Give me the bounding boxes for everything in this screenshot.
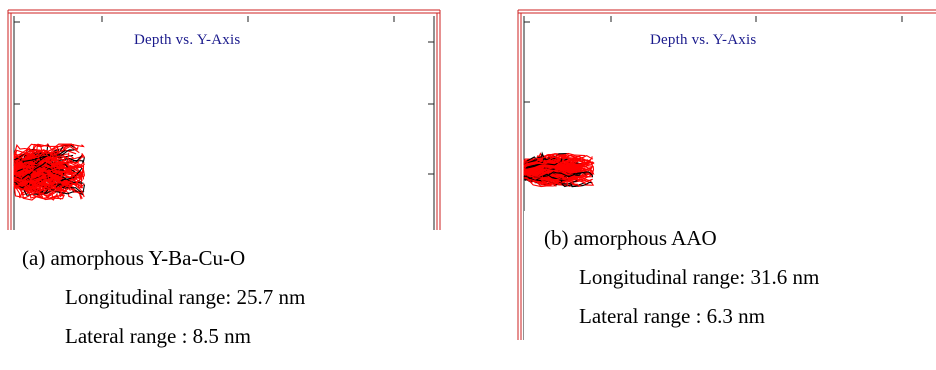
longitudinal-range-b: Longitudinal range: 31.6 nm <box>579 265 820 289</box>
ion-track <box>13 149 63 175</box>
ion-track <box>13 184 62 201</box>
ion-track <box>13 179 81 197</box>
ion-track <box>13 173 84 190</box>
ion-track <box>13 164 80 187</box>
ion-track <box>13 184 44 199</box>
ion-track <box>13 161 52 180</box>
ion-track <box>13 153 51 162</box>
ion-track <box>13 182 70 194</box>
panel-a: Depth vs. Y-Axis (a) amorphous Y-Ba-Cu-O… <box>0 0 441 370</box>
plot-area-b <box>517 9 936 343</box>
ion-track <box>523 163 567 171</box>
ion-track <box>523 173 589 185</box>
caption-b: (b) amorphous AAO Longitudinal range: 31… <box>524 211 936 361</box>
ion-track <box>13 149 58 164</box>
ion-track <box>13 155 80 174</box>
caption-label-a: (a) amorphous Y-Ba-Cu-O <box>22 246 246 270</box>
ion-track <box>13 161 36 169</box>
ion-cluster <box>13 143 86 201</box>
caption-a: (a) amorphous Y-Ba-Cu-O Longitudinal ran… <box>10 233 438 370</box>
ion-track <box>13 150 56 179</box>
ion-track <box>523 154 569 170</box>
ion-track <box>523 171 544 181</box>
ion-cluster <box>523 151 595 188</box>
ion-track <box>523 158 563 169</box>
chart-title-a: Depth vs. Y-Axis <box>134 32 241 48</box>
lateral-range-b: Lateral range : 6.3 nm <box>579 304 766 328</box>
caption-label-b: (b) amorphous AAO <box>544 226 717 250</box>
ion-track <box>523 173 568 181</box>
plot-area-a <box>7 9 441 230</box>
ion-track <box>523 177 570 188</box>
lateral-range-a: Lateral range : 8.5 nm <box>65 324 252 348</box>
ion-track <box>13 185 65 200</box>
ion-track <box>13 180 62 201</box>
panel-b: Depth vs. Y-Axis (b) amorphous AAO Longi… <box>516 0 936 370</box>
ion-track <box>13 173 85 198</box>
chart-title-b: Depth vs. Y-Axis <box>650 32 757 48</box>
longitudinal-range-a: Longitudinal range: 25.7 nm <box>65 285 306 309</box>
